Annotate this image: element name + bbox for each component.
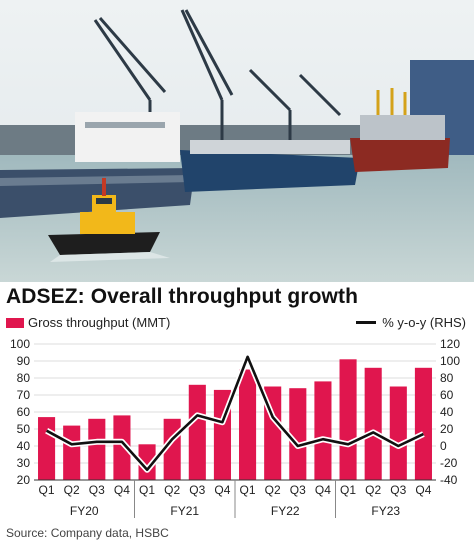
- throughput-bar: [364, 367, 382, 480]
- throughput-bar: [239, 369, 257, 480]
- y-left-tick-label: 20: [17, 473, 31, 487]
- y-right-tick-label: -40: [440, 473, 458, 487]
- throughput-bar: [389, 386, 407, 480]
- throughput-chart: 100 90 80 70 60 50 40 30 20 120 100 80 60 40 20 0 -20 -40…: [10, 337, 460, 518]
- group-label: FY20: [70, 504, 99, 518]
- y-left-tick-label: 30: [17, 456, 31, 470]
- throughput-bar: [289, 388, 307, 480]
- axes: 100 90 80 70 60 50 40 30 20 120 100 80 60 40 20 0 -20 -40…: [10, 337, 460, 518]
- x-tick-label: Q3: [290, 483, 306, 497]
- x-tick-label: Q2: [64, 483, 80, 497]
- legend-bar-entry: Gross throughput (MMT): [6, 315, 170, 330]
- y-right-tick-label: 40: [440, 405, 454, 419]
- x-tick-label: Q1: [39, 483, 55, 497]
- x-tick-label: Q4: [114, 483, 130, 497]
- y-right-tick-label: 100: [440, 354, 460, 368]
- throughput-bar: [63, 425, 81, 480]
- y-left-tick-label: 90: [17, 354, 31, 368]
- throughput-bar: [188, 384, 206, 480]
- y-right-tick-label: 60: [440, 388, 454, 402]
- y-right-tick-label: 20: [440, 422, 454, 436]
- yoy-line-path: [45, 355, 424, 472]
- x-tick-label: Q1: [340, 483, 356, 497]
- y-right-tick-label: -20: [440, 456, 458, 470]
- y-left-tick-label: 40: [17, 439, 31, 453]
- x-tick-label: Q4: [214, 483, 230, 497]
- throughput-bar: [88, 418, 106, 480]
- throughput-bar: [414, 367, 432, 480]
- legend-line-entry: % y-o-y (RHS): [356, 315, 466, 330]
- bars: [38, 359, 432, 480]
- x-tick-label: Q2: [365, 483, 381, 497]
- y-right-tick-label: 0: [440, 439, 447, 453]
- throughput-bar: [138, 444, 156, 480]
- legend-line-label: % y-o-y (RHS): [382, 315, 466, 330]
- x-tick-label: Q3: [390, 483, 406, 497]
- legend-bar-label: Gross throughput (MMT): [28, 315, 171, 330]
- x-tick-label: Q2: [164, 483, 180, 497]
- throughput-bar: [314, 381, 332, 480]
- x-tick-label: Q1: [139, 483, 155, 497]
- x-tick-label: Q4: [415, 483, 431, 497]
- group-label: FY21: [170, 504, 199, 518]
- y-left-tick-label: 100: [10, 337, 30, 351]
- x-tick-label: Q4: [315, 483, 331, 497]
- throughput-bar: [339, 359, 357, 480]
- source-note: Source: Company data, HSBC: [6, 526, 169, 540]
- y-right-tick-label: 120: [440, 337, 460, 351]
- throughput-bar: [113, 415, 131, 480]
- x-tick-label: Q2: [265, 483, 281, 497]
- throughput-bar: [38, 417, 56, 480]
- y-right-tick-label: 80: [440, 371, 454, 385]
- port-photo: [0, 0, 474, 282]
- x-tick-label: Q3: [189, 483, 205, 497]
- x-tick-label: Q1: [240, 483, 256, 497]
- x-tick-label: Q3: [89, 483, 105, 497]
- group-label: FY22: [271, 504, 300, 518]
- y-left-tick-label: 80: [17, 371, 31, 385]
- group-label: FY23: [371, 504, 400, 518]
- y-left-tick-label: 70: [17, 388, 31, 402]
- y-left-tick-label: 50: [17, 422, 31, 436]
- yoy-line: [45, 353, 425, 473]
- y-left-tick-label: 60: [17, 405, 31, 419]
- chart-title: ADSEZ: Overall throughput growth: [6, 285, 359, 308]
- legend-bar-swatch: [6, 318, 24, 328]
- legend-line-swatch: [356, 321, 377, 324]
